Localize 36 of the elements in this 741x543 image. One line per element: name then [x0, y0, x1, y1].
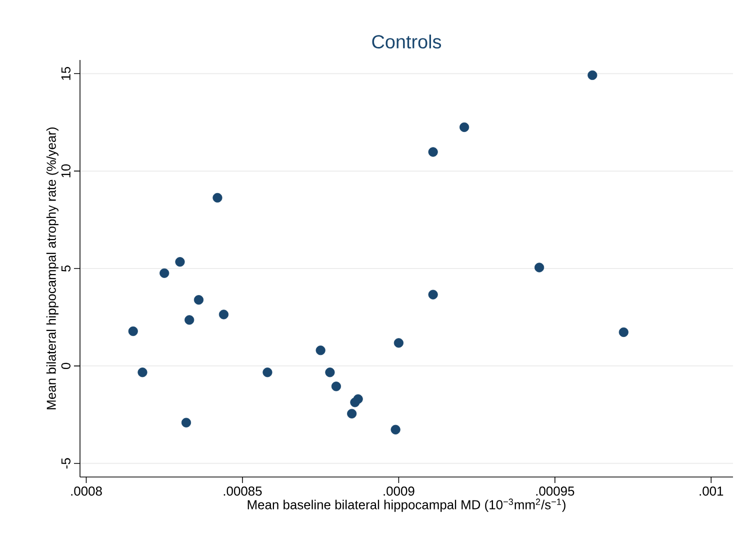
- point: [128, 326, 138, 336]
- point: [460, 122, 470, 132]
- point: [325, 368, 335, 378]
- point: [138, 368, 148, 378]
- point: [160, 268, 170, 278]
- y-tick-label: -5: [61, 458, 70, 469]
- point: [347, 408, 357, 418]
- point: [331, 382, 342, 392]
- y-axis-title: Mean bilateral hippocampal atrophy rate (%/year): [46, 128, 58, 410]
- chart-title: Controls: [372, 34, 442, 48]
- point: [428, 147, 438, 157]
- point: [262, 368, 272, 378]
- point: [184, 315, 194, 325]
- y-tick-label: 10: [61, 164, 70, 178]
- point: [181, 418, 192, 428]
- x-tick-label: .001: [700, 486, 724, 496]
- point: [390, 424, 400, 434]
- y-tick-label: 0: [61, 362, 70, 370]
- point: [588, 70, 598, 80]
- x-tick-label: .0009: [384, 486, 414, 496]
- x-tick-label: .00095: [536, 486, 574, 496]
- point: [316, 346, 326, 356]
- x-tick-label: .00085: [224, 486, 262, 496]
- x-axis-title: Mean baseline bilateral hippocampal MD (10$^{−3}$mm$^{2}$/s$^{−1}$): [248, 498, 566, 512]
- y-tick-label: 5: [61, 265, 70, 272]
- point: [194, 295, 204, 305]
- point: [428, 290, 438, 300]
- point: [175, 257, 185, 267]
- point: [534, 262, 544, 272]
- point: [212, 192, 222, 203]
- point: [618, 327, 628, 338]
- point: [394, 338, 404, 348]
- point: [218, 310, 229, 320]
- y-tick-label: 15: [61, 66, 70, 80]
- x-tick-label: .0008: [71, 486, 102, 496]
- point: [350, 398, 360, 408]
